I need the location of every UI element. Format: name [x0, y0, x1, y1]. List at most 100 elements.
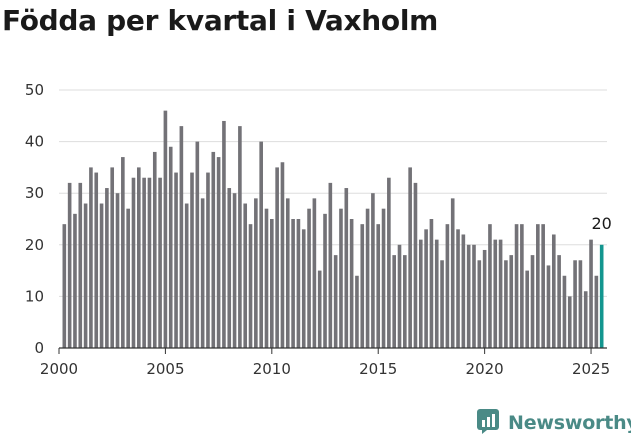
x-tick-label: 2015 — [359, 360, 397, 378]
bar — [216, 157, 221, 348]
bar — [285, 198, 290, 348]
bar — [158, 177, 162, 348]
newsworthy-logo: Newsworthy — [476, 408, 631, 438]
bar — [296, 219, 301, 348]
bar — [589, 239, 593, 348]
bar — [280, 162, 285, 348]
bar — [174, 172, 178, 348]
y-tick-label: 10 — [25, 287, 44, 305]
bar — [142, 177, 146, 348]
bar — [317, 270, 322, 348]
bar — [126, 208, 130, 348]
y-tick-label: 50 — [25, 81, 44, 99]
bar — [344, 188, 349, 348]
bar — [323, 213, 327, 348]
bar — [248, 224, 253, 348]
bar — [456, 229, 460, 348]
bar — [392, 255, 396, 348]
bar — [536, 224, 540, 348]
bar — [179, 126, 184, 349]
bar — [328, 182, 333, 348]
bar — [461, 234, 466, 348]
bar — [434, 239, 439, 348]
bar — [83, 203, 88, 348]
bar — [599, 244, 604, 348]
bar — [264, 208, 269, 348]
bar — [275, 167, 279, 348]
newsworthy-logo-icon — [476, 408, 502, 438]
bar — [424, 229, 428, 348]
x-tick-label: 2010 — [253, 360, 291, 378]
bar — [121, 157, 125, 348]
y-tick-label: 0 — [34, 339, 44, 357]
bar — [562, 275, 567, 348]
bar — [482, 249, 487, 348]
bar — [259, 141, 263, 348]
bar — [73, 213, 77, 348]
bar — [546, 265, 551, 348]
bar — [131, 177, 136, 348]
bar — [206, 172, 210, 348]
bar — [238, 126, 242, 349]
y-tick-label: 40 — [25, 133, 44, 151]
bar — [333, 255, 338, 348]
bar — [504, 260, 508, 348]
brand-name: Newsworthy — [508, 412, 631, 434]
bar — [184, 203, 189, 348]
bar — [498, 239, 503, 348]
bar — [541, 224, 545, 348]
annotations: 20 — [591, 214, 611, 233]
bar — [301, 229, 306, 348]
y-axis-ticks: 0 10 20 30 40 50 — [25, 81, 44, 357]
bar — [115, 193, 120, 348]
bar — [270, 219, 274, 348]
bar — [403, 255, 407, 348]
bar — [168, 146, 173, 348]
bar — [67, 182, 72, 348]
bar — [466, 244, 471, 348]
y-tick-label: 20 — [25, 236, 44, 254]
bar — [387, 177, 391, 348]
bar — [530, 255, 535, 348]
x-axis: 2000 2005 2010 2015 2020 2025 — [40, 347, 610, 378]
bar — [477, 260, 482, 348]
bar — [573, 260, 577, 348]
bar — [551, 234, 556, 348]
bar — [360, 224, 365, 348]
bar — [136, 167, 141, 348]
bar — [493, 239, 498, 348]
bar — [408, 167, 412, 348]
data-label-latest: 20 — [591, 214, 611, 233]
bar — [195, 141, 200, 348]
bar — [429, 219, 434, 348]
bar — [397, 244, 402, 348]
bar — [105, 188, 109, 348]
bar — [190, 172, 194, 348]
bar — [578, 260, 583, 348]
bar — [222, 120, 226, 349]
bar — [339, 208, 343, 348]
bar — [94, 172, 99, 348]
y-tick-label: 30 — [25, 184, 44, 202]
bar — [349, 219, 354, 348]
bar — [254, 198, 258, 348]
bar — [525, 270, 530, 348]
bars — [62, 110, 604, 349]
x-tick-label: 2005 — [146, 360, 184, 378]
bar — [89, 167, 93, 348]
bar — [312, 198, 317, 348]
bar — [488, 224, 492, 348]
bar — [99, 203, 104, 348]
bar — [445, 224, 450, 348]
bar — [450, 198, 455, 348]
bar — [514, 224, 519, 348]
bar — [365, 208, 370, 348]
bar — [472, 244, 476, 348]
bar — [355, 275, 359, 348]
bar — [381, 208, 386, 348]
bar — [413, 182, 418, 348]
grid-lines — [59, 89, 607, 297]
bar — [152, 151, 157, 348]
chart-title: Födda per kvartal i Vaxholm — [2, 4, 439, 37]
bar — [567, 296, 572, 348]
